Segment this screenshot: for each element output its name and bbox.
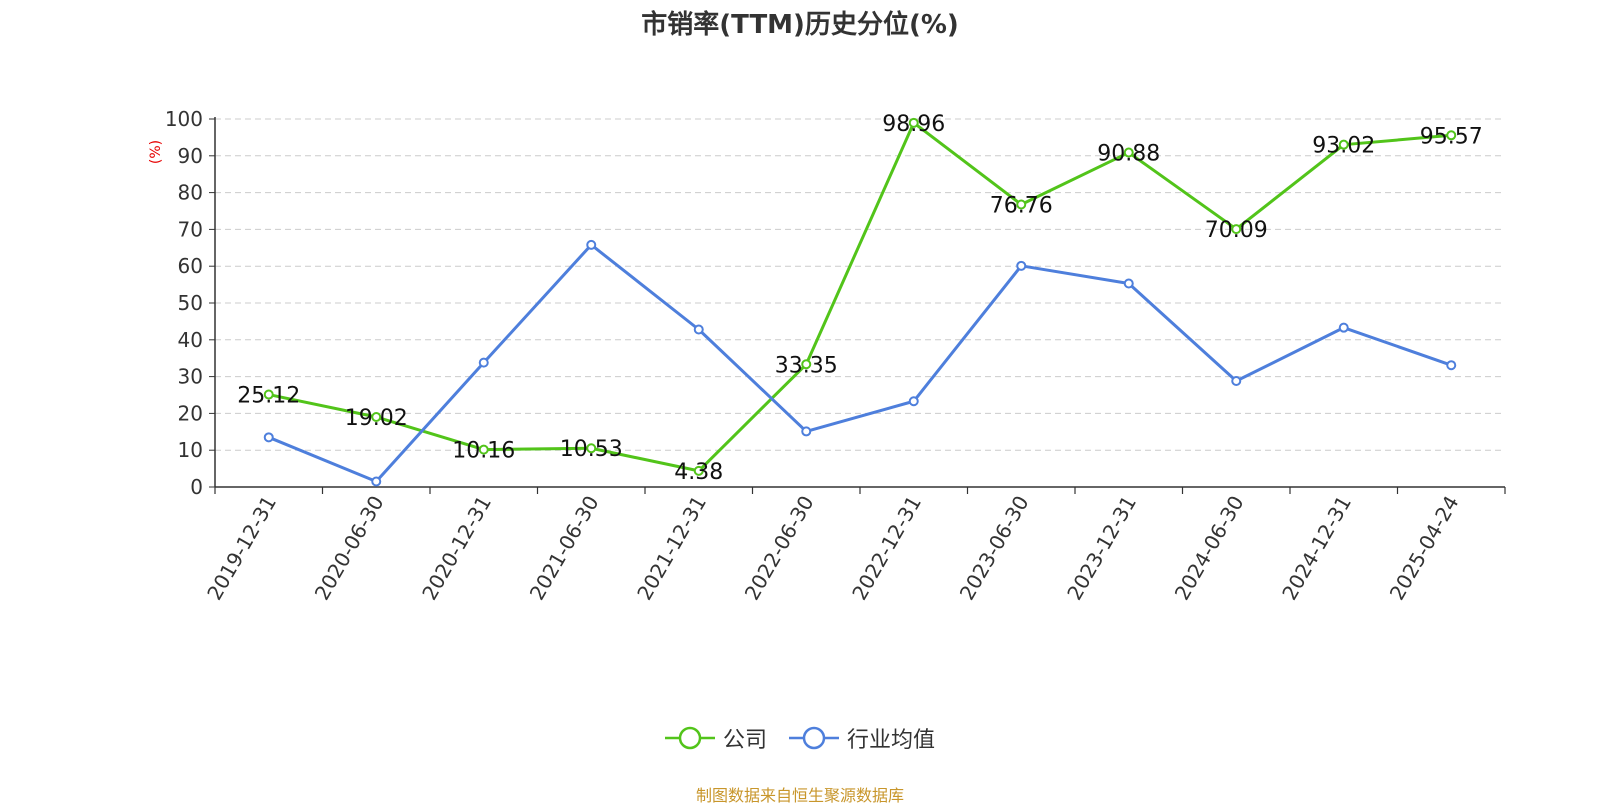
data-label: 95.57 <box>1420 124 1483 149</box>
series-line-industry <box>268 243 1452 483</box>
legend-item-industry[interactable]: 行业均值 <box>789 722 935 754</box>
y-tick-label: 50 <box>178 291 203 315</box>
x-tick-label: 2024-06-30 <box>1170 492 1249 605</box>
x-tick-label: 2022-12-31 <box>847 492 926 605</box>
data-point <box>586 443 597 454</box>
data-point <box>478 444 489 455</box>
data-point <box>1123 147 1134 158</box>
data-point <box>908 117 919 128</box>
legend-label-industry: 行业均值 <box>847 728 936 753</box>
x-tick-label: 2023-06-30 <box>955 492 1034 605</box>
data-point <box>1231 376 1242 387</box>
data-label: 19.02 <box>345 406 408 431</box>
data-point <box>263 389 274 400</box>
data-point <box>1446 360 1457 371</box>
data-point <box>1123 278 1134 289</box>
legend: 公司 行业均值 <box>0 722 1600 754</box>
y-tick-label: 90 <box>178 144 203 168</box>
data-point <box>371 412 382 423</box>
y-tick-label: 60 <box>178 254 203 278</box>
data-point <box>586 239 597 250</box>
y-axis-label: (%) <box>148 140 164 164</box>
data-point <box>1446 130 1457 141</box>
y-tick-label: 70 <box>178 217 203 241</box>
legend-line-circle-icon <box>664 726 715 750</box>
data-point <box>693 465 704 476</box>
series-line-company <box>268 121 1452 473</box>
data-point <box>371 476 382 487</box>
legend-label-company: 公司 <box>722 728 767 753</box>
data-label: 93.02 <box>1312 134 1375 159</box>
x-tick-label: 2023-12-31 <box>1062 492 1141 605</box>
data-point <box>693 324 704 335</box>
data-label: 4.38 <box>674 460 723 485</box>
data-label: 90.88 <box>1097 142 1160 167</box>
x-tick-label: 2020-12-31 <box>417 492 496 605</box>
data-point <box>1016 199 1027 210</box>
legend-item-company[interactable]: 公司 <box>664 722 767 754</box>
y-tick-labels: 0 10 20 30 40 50 60 70 80 90 100 <box>165 107 203 499</box>
x-tick-label: 2019-12-31 <box>202 492 281 605</box>
data-point <box>1231 224 1242 235</box>
x-tick-labels: 2019-12-31 2020-06-30 2020-12-31 2021-06-30… <box>202 492 1463 605</box>
series-lines <box>263 117 1457 487</box>
data-point <box>801 359 812 370</box>
y-tick-label: 40 <box>178 328 203 352</box>
y-tick-label: 10 <box>178 438 203 462</box>
x-tick-label: 2021-12-31 <box>632 492 711 605</box>
x-tick-label: 2020-06-30 <box>310 492 389 605</box>
data-label: 76.76 <box>990 194 1053 219</box>
data-point <box>1338 139 1349 150</box>
data-label: 25.12 <box>237 384 300 409</box>
data-label: 10.16 <box>452 439 515 464</box>
y-tick-label: 30 <box>178 365 203 389</box>
legend-line-circle-icon <box>789 726 839 750</box>
x-tick-label: 2025-04-24 <box>1385 492 1464 605</box>
x-tick-label: 2021-06-30 <box>525 492 604 605</box>
y-tick-label: 100 <box>165 107 203 131</box>
data-label: 98.96 <box>882 112 945 137</box>
data-labels: 25.12 19.02 10.16 10.53 4.38 33.35 98.96 76.76 9… <box>237 112 1482 485</box>
data-point <box>1016 260 1027 271</box>
chart-title: 市销率(TTM)历史分位(%) <box>641 10 959 40</box>
axes <box>209 117 1506 494</box>
data-label: 70.09 <box>1205 218 1268 243</box>
data-point <box>801 426 812 437</box>
x-tick-label: 2024-12-31 <box>1277 492 1356 605</box>
data-label: 33.35 <box>775 353 838 378</box>
x-tick-label: 2022-06-30 <box>740 492 819 605</box>
data-point <box>1338 322 1349 333</box>
y-tick-label: 80 <box>178 181 203 205</box>
grid-lines <box>215 118 1505 451</box>
data-point <box>908 396 919 407</box>
y-tick-label: 0 <box>190 475 203 499</box>
data-point <box>478 357 489 368</box>
y-tick-label: 20 <box>178 401 203 425</box>
data-label: 10.53 <box>560 437 623 462</box>
data-source-note: 制图数据来自恒生聚源数据库 <box>695 786 904 805</box>
data-point <box>263 432 274 443</box>
